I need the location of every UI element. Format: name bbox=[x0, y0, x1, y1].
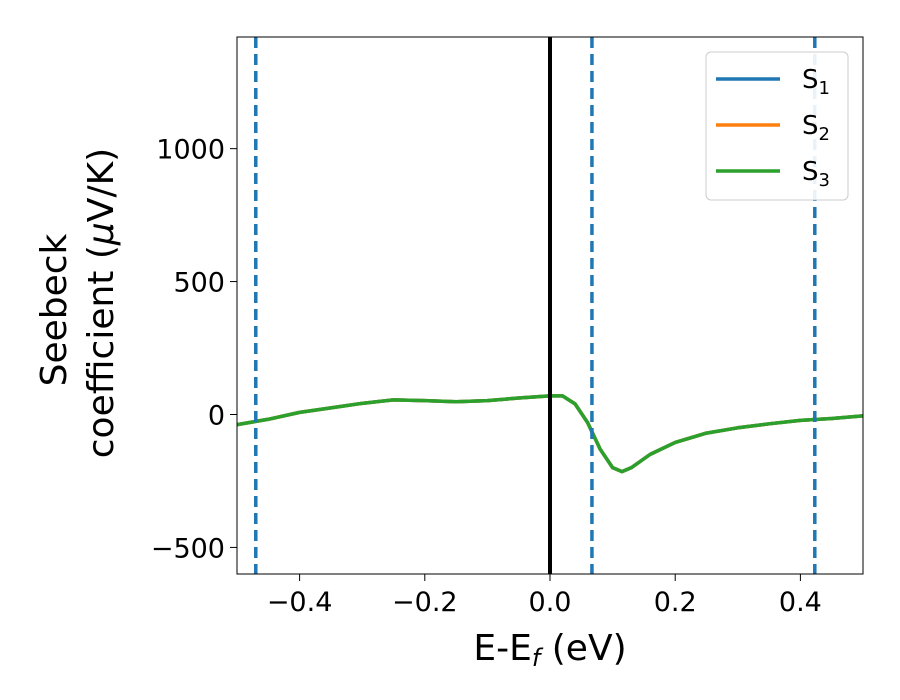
y-axis-label: Seebeck coefficient (μV/K) bbox=[34, 148, 122, 458]
legend-label-s1: S1 bbox=[802, 65, 830, 99]
y-tick-label: −500 bbox=[151, 533, 225, 564]
y-axis-label-line2: coefficient (μV/K) bbox=[81, 148, 122, 458]
legend-label-s3: S3 bbox=[802, 157, 830, 191]
x-tick-label: −0.4 bbox=[267, 587, 333, 618]
x-axis-label: E-Ef (eV) bbox=[473, 628, 626, 672]
y-tick-label: 1000 bbox=[156, 135, 225, 166]
x-tick-label: 0.4 bbox=[779, 587, 822, 618]
x-tick-label: −0.2 bbox=[392, 587, 458, 618]
legend: S1 S2 S3 bbox=[705, 51, 849, 201]
y-tick-label: 0 bbox=[208, 400, 225, 431]
legend-label-s2: S2 bbox=[802, 111, 830, 145]
x-axis: −0.4 −0.2 0.0 0.2 0.4 bbox=[267, 574, 822, 618]
x-tick-label: 0.2 bbox=[654, 587, 697, 618]
series-line-s3 bbox=[237, 394, 863, 474]
y-axis-label-line1: Seebeck bbox=[34, 233, 75, 386]
y-tick-label: 500 bbox=[173, 268, 225, 299]
x-tick-label: 0.0 bbox=[529, 587, 572, 618]
y-axis: −500 0 500 1000 bbox=[151, 135, 237, 564]
